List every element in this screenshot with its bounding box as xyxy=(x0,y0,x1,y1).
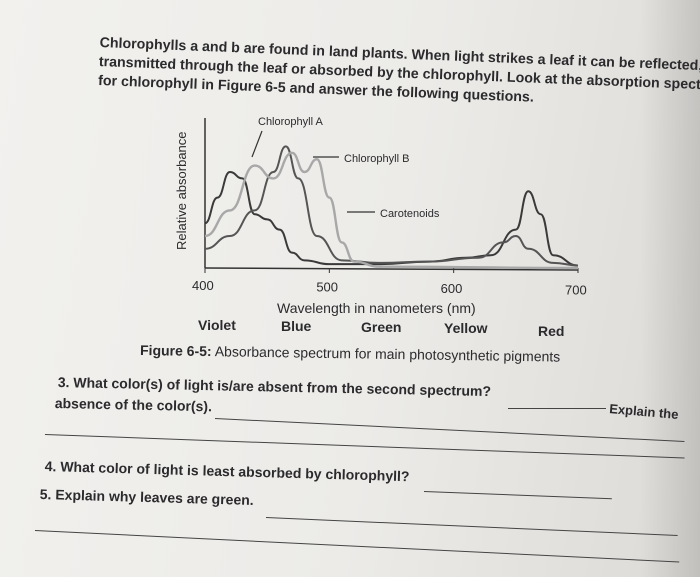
y-axis-label: Relative absorbance xyxy=(174,131,189,250)
series-line-chlorophyll-a xyxy=(204,170,579,267)
question-3-line-2: absence of the color(s). xyxy=(54,395,213,415)
x-tick-label-400: 400 xyxy=(192,278,214,293)
color-label-yellow: Yellow xyxy=(444,320,488,336)
legend-chlorophyll-a: Chlorophyll A xyxy=(258,116,323,128)
color-label-blue: Blue xyxy=(281,318,312,334)
figure-caption-bold: Figure 6-5: xyxy=(140,342,212,359)
color-label-green: Green xyxy=(361,319,401,335)
figure-caption-text: Absorbance spectrum for main photosynthe… xyxy=(215,343,561,364)
x-tick-label-700: 700 xyxy=(565,283,587,298)
answer-line-3a[interactable] xyxy=(508,408,606,409)
color-label-red: Red xyxy=(538,323,564,339)
leader-chlorophyll-a xyxy=(251,130,263,158)
x-axis xyxy=(204,267,579,271)
figure-caption: Figure 6-5: Absorbance spectrum for main… xyxy=(140,342,560,365)
x-tick-label-500: 500 xyxy=(316,280,338,295)
page-shadow xyxy=(640,0,700,577)
x-axis-label: Wavelength in nanometers (nm) xyxy=(277,300,476,316)
legend-chlorophyll-b: Chlorophyll B xyxy=(344,153,409,165)
legend-carotenoids: Carotenoids xyxy=(380,208,440,220)
color-label-violet: Violet xyxy=(198,317,236,333)
series-line-carotenoids xyxy=(204,151,579,270)
x-tick-label-600: 600 xyxy=(441,281,463,296)
